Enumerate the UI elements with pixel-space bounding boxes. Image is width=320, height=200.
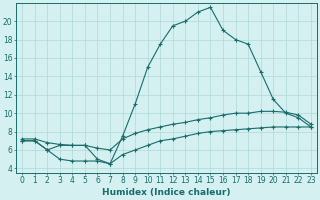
X-axis label: Humidex (Indice chaleur): Humidex (Indice chaleur) (102, 188, 231, 197)
